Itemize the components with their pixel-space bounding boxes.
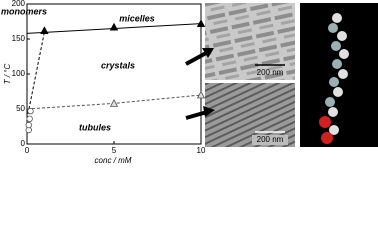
y-axis-label: T / °C: [3, 64, 12, 85]
arrows: [185, 48, 215, 120]
annotation: crystals: [101, 60, 135, 70]
atom: [332, 13, 342, 23]
x-tick-label: 5: [112, 146, 117, 155]
marker: [25, 121, 32, 129]
plot-area: monomers micelles crystals tubules conc …: [1, 0, 206, 165]
atom: [321, 132, 333, 144]
series-line: [26, 31, 45, 119]
atom: [333, 87, 343, 97]
arrow-head: [203, 106, 215, 117]
y-tick-label: 200: [12, 0, 26, 8]
annotation: tubules: [79, 122, 111, 132]
label-box: [252, 135, 288, 145]
marker: [109, 99, 119, 107]
micrograph-top: 200 nm: [205, 3, 295, 80]
atom: [328, 107, 338, 117]
figure: monomers micelles crystals tubules conc …: [1, 0, 378, 165]
atom: [329, 77, 339, 87]
atom: [329, 125, 339, 135]
arrow-head: [202, 48, 214, 58]
scale-bar-label: 200 nm: [257, 135, 284, 144]
marker: [196, 19, 206, 28]
atom: [328, 23, 338, 33]
scale-bar-label: 200 nm: [257, 68, 284, 77]
atom: [325, 97, 335, 107]
molecule-model: [300, 3, 378, 147]
x-axis-label: conc / mM: [95, 156, 132, 165]
micrograph-bottom: 200 nm: [205, 83, 295, 147]
arrow: [185, 110, 208, 120]
marker: [109, 22, 119, 31]
atom: [339, 49, 349, 59]
atom: [319, 116, 331, 128]
annotation: micelles: [119, 13, 155, 23]
atom: [332, 59, 342, 69]
x-tick-label: 10: [197, 146, 206, 155]
micrograph: [205, 3, 295, 80]
arrow: [185, 50, 209, 66]
y-tick-label: 0: [21, 139, 26, 148]
y-tick-label: 150: [12, 34, 26, 43]
annotation: monomers: [1, 6, 47, 16]
y-tick-label: 100: [12, 69, 26, 78]
marker: [26, 115, 33, 122]
atom: [331, 41, 341, 51]
marker: [196, 90, 206, 99]
atom: [337, 31, 347, 41]
x-tick-label: 0: [25, 146, 30, 155]
y-tick-label: 50: [16, 104, 25, 113]
atom: [338, 69, 348, 79]
marker: [27, 107, 34, 115]
